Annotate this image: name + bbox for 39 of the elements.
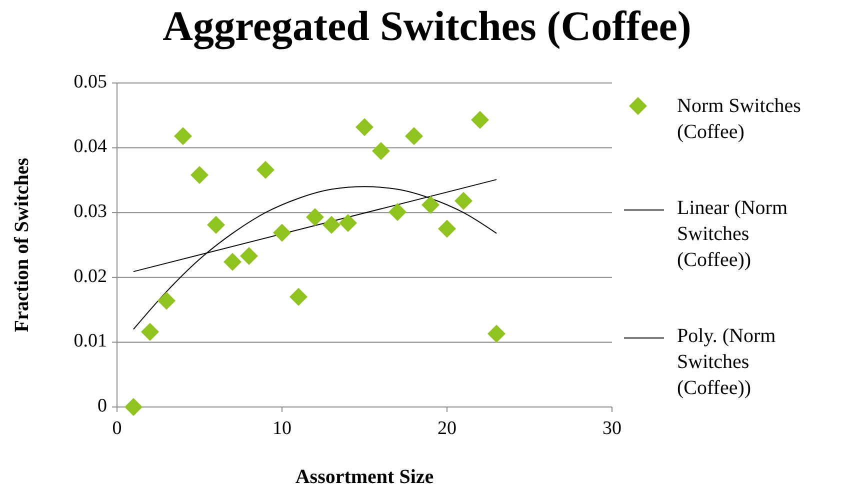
- point: [240, 247, 258, 266]
- y-tick-label: 0.04: [74, 136, 108, 158]
- point: [405, 127, 423, 146]
- point: [141, 322, 159, 341]
- point: [322, 216, 340, 234]
- legend-label: Norm Switches (Coffee): [677, 94, 802, 143]
- point: [158, 292, 176, 310]
- point: [422, 196, 440, 214]
- point: [174, 127, 192, 146]
- x-tick-label: 20: [438, 418, 456, 439]
- x-tick-label: 10: [272, 418, 292, 439]
- point: [256, 160, 274, 179]
- point: [438, 220, 456, 238]
- x-tick-label: 30: [602, 418, 622, 439]
- y-tick-label: 0.02: [74, 266, 107, 287]
- point: [290, 288, 308, 306]
- point: [471, 110, 489, 129]
- point: [306, 208, 324, 226]
- point: [488, 324, 506, 343]
- point: [190, 166, 208, 184]
- point: [388, 202, 406, 221]
- point: [224, 252, 242, 271]
- point: [273, 224, 291, 242]
- chart-title: Aggregated Switches (Coffee): [162, 4, 692, 50]
- y-tick-label: 0: [98, 395, 107, 416]
- point: [454, 192, 472, 210]
- legend-label: Linear (Norm Switches (Coffee)): [677, 196, 788, 271]
- point: [207, 216, 225, 234]
- x-axis-title: Assortment Size: [295, 466, 434, 488]
- point: [372, 142, 390, 160]
- y-tick-label: 0.03: [74, 200, 107, 222]
- legend-label: Poly. (Norm Switches (Coffee)): [677, 324, 776, 399]
- point: [339, 214, 357, 232]
- x-tick-label: 0: [112, 418, 122, 439]
- point: [356, 118, 374, 136]
- y-tick-label: 0.01: [74, 330, 107, 352]
- y-axis-title: Fraction of Switches: [11, 158, 33, 332]
- point: [124, 398, 142, 416]
- y-tick-label: 0.05: [74, 71, 107, 92]
